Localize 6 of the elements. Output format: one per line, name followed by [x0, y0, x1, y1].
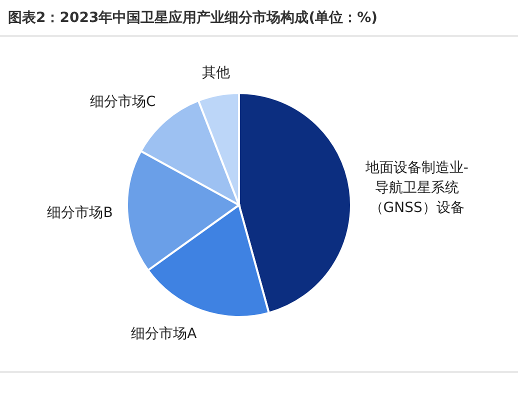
slice-label: 细分市场A — [131, 324, 197, 344]
slice-label: 细分市场C — [90, 93, 156, 112]
slice-label: 地面设备制造业-导航卫星系统（GNSS）设备 — [364, 159, 470, 218]
chart-title: 图表2：2023年中国卫星应用产业细分市场构成(单位：%) — [8, 9, 378, 26]
slice-label: 其他 — [202, 64, 230, 84]
slice-label: 细分市场B — [47, 204, 113, 223]
